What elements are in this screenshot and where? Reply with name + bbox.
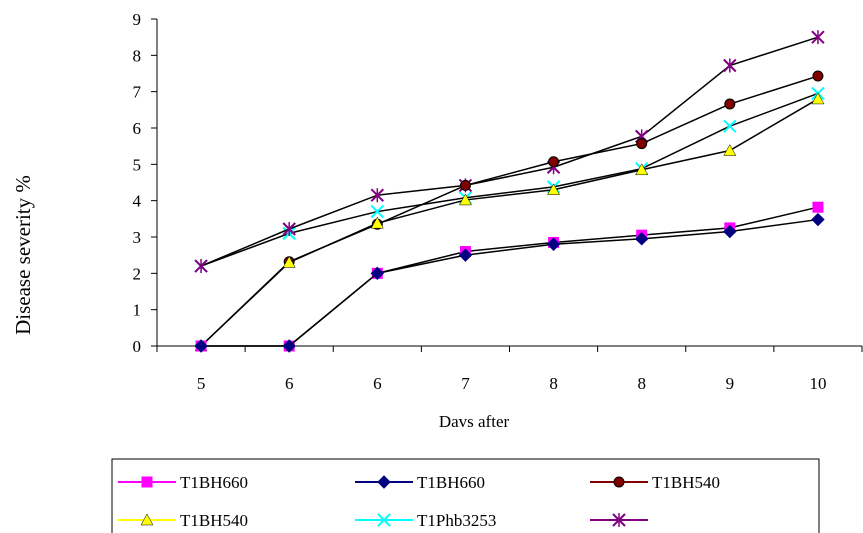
legend-item: T1Phb3253 (355, 511, 496, 530)
data-point-marker (546, 237, 561, 251)
data-point-marker (724, 98, 736, 110)
y-tick-label: 6 (133, 119, 142, 138)
data-point-marker (370, 204, 385, 219)
legend-swatch-marker (612, 513, 626, 527)
legend-item: T1BH660 (118, 473, 248, 492)
legend: T1BH660 T1BH660 T1BH540 T1BH540 T1Phb3253 (111, 458, 820, 533)
data-point-marker (370, 266, 385, 281)
data-point-marker (458, 248, 473, 262)
series-0 (195, 201, 824, 352)
y-tick-label: 0 (133, 337, 142, 356)
legend-label: T1Phb3253 (417, 511, 496, 530)
y-tick-label: 7 (133, 83, 142, 102)
y-tick-label: 4 (133, 192, 142, 211)
data-point-marker (459, 179, 471, 191)
x-axis: 5 6 6 7 8 8 9 10 (156, 345, 863, 393)
data-point-marker (282, 255, 296, 268)
x-axis-title: Davs after (439, 412, 510, 431)
series-line (200, 75, 819, 347)
legend-item: T1BH540 (118, 511, 248, 530)
x-tick-label: 10 (809, 374, 826, 393)
data-point-marker (635, 163, 649, 176)
data-point-marker (812, 70, 824, 82)
y-tick-label: 1 (133, 301, 142, 320)
legend-box (111, 458, 820, 533)
x-tick-label: 6 (373, 374, 382, 393)
data-point-marker (812, 201, 824, 213)
data-point-marker (194, 259, 208, 274)
legend-swatch-marker (377, 475, 391, 489)
x-tick-label: 6 (285, 374, 294, 393)
y-axis: 0 1 2 3 4 5 6 7 8 9 (133, 10, 158, 356)
legend-swatch-marker (141, 476, 153, 488)
data-point-marker (636, 138, 648, 150)
data-point-marker (811, 212, 825, 227)
legend-item: T1BH540 (590, 473, 720, 492)
data-point-marker (723, 58, 737, 73)
y-tick-label: 2 (133, 264, 142, 283)
data-point-marker (723, 144, 737, 156)
legend-label: T1BH660 (417, 473, 485, 492)
data-point-marker (370, 188, 385, 203)
y-tick-label: 5 (133, 155, 142, 174)
legend-item: T1BH660 (355, 473, 485, 492)
legend-swatch-marker (613, 476, 625, 488)
data-point-marker (194, 339, 208, 353)
x-tick-label: 8 (549, 374, 558, 393)
data-point-marker (634, 232, 649, 246)
y-tick-label: 8 (133, 46, 142, 65)
legend-label: T1BH540 (652, 473, 720, 492)
y-tick-label: 3 (133, 228, 142, 247)
legend-swatch-marker (377, 513, 391, 527)
series-3 (194, 92, 825, 352)
data-point-marker (723, 119, 737, 133)
data-point-marker (811, 30, 825, 45)
y-axis-title: Disease severity % (11, 175, 35, 335)
x-tick-label: 9 (726, 374, 735, 393)
series-2 (195, 70, 824, 352)
x-tick-label: 8 (637, 374, 646, 393)
legend-label: T1BH660 (180, 473, 248, 492)
series-layer (194, 30, 825, 353)
data-point-marker (548, 156, 560, 168)
series-line (200, 92, 819, 267)
legend-item (590, 513, 648, 527)
legend-label: T1BH540 (180, 511, 248, 530)
series-4 (194, 86, 825, 273)
series-1 (194, 212, 825, 353)
data-point-marker (811, 92, 825, 105)
series-line (201, 218, 819, 347)
data-point-marker (723, 224, 737, 239)
series-line (200, 98, 819, 347)
x-tick-label: 5 (197, 374, 206, 393)
data-point-marker (282, 339, 296, 353)
data-point-marker (547, 183, 560, 196)
data-point-marker (459, 193, 472, 206)
data-point-marker (282, 222, 296, 237)
x-tick-label: 7 (461, 374, 470, 393)
data-point-marker (370, 216, 384, 229)
legend-swatch-marker (140, 513, 154, 526)
series-line (200, 36, 819, 267)
y-tick-label: 9 (133, 10, 142, 29)
